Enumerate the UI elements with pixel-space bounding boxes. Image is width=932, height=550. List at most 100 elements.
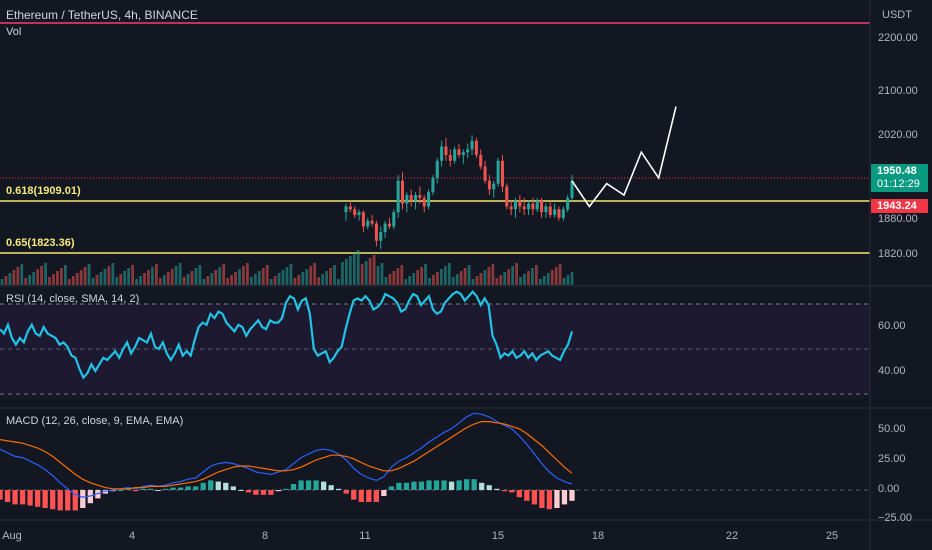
volume-bar — [24, 278, 28, 285]
volume-bar — [52, 274, 55, 285]
low-price-tag: 1943.24 — [871, 199, 928, 213]
volume-bar — [392, 271, 396, 285]
macd-histogram-bar — [546, 490, 553, 510]
volume-bar — [32, 272, 36, 285]
vol-label[interactable]: Vol — [6, 26, 22, 38]
candle-body — [570, 180, 574, 198]
time-tick: 18 — [591, 530, 605, 542]
volume-bar — [566, 275, 570, 285]
macd-histogram-bar — [245, 490, 252, 493]
candle-body — [396, 180, 400, 213]
volume-bar — [166, 272, 170, 285]
candle-body — [553, 209, 557, 216]
volume-bar — [404, 279, 408, 285]
candle-body — [535, 200, 539, 210]
candle-body — [392, 212, 396, 227]
time-tick: Aug — [2, 530, 22, 542]
volume-bar — [515, 263, 518, 285]
volume-bar — [416, 270, 420, 285]
volume-bar — [127, 268, 131, 285]
volume-bar — [368, 258, 372, 285]
macd-histogram-bar — [524, 490, 530, 501]
volume-bar — [408, 276, 412, 285]
price-tick: 2020.00 — [878, 129, 918, 141]
candle-body — [440, 146, 444, 161]
candle-body — [348, 206, 352, 210]
volume-bar — [103, 269, 107, 285]
symbol-title[interactable]: Ethereum / TetherUS, 4h, BINANCE — [6, 8, 198, 22]
macd-histogram-bar — [230, 486, 236, 490]
volume-bar — [234, 272, 237, 285]
volume-bar — [111, 263, 115, 285]
volume-bar — [198, 265, 202, 285]
volume-bar — [550, 270, 554, 285]
volume-bar — [491, 264, 495, 285]
macd-histogram-bar — [561, 490, 568, 505]
candle-body — [479, 155, 483, 167]
volume-bar — [538, 279, 542, 285]
volume-bar — [281, 270, 285, 285]
candle-body — [483, 166, 487, 181]
volume-bar — [253, 274, 257, 285]
volume-bar — [356, 250, 360, 285]
volume-bar — [28, 275, 32, 285]
candle-body — [544, 206, 548, 213]
volume-bar — [67, 279, 71, 285]
volume-bar — [396, 268, 400, 285]
candle-body — [557, 209, 561, 218]
volume-bar — [455, 274, 459, 285]
candle-body — [453, 149, 457, 161]
volume-bar — [352, 253, 356, 285]
candle-body — [353, 209, 357, 216]
volume-bar — [507, 269, 511, 285]
macd-histogram-bar — [433, 480, 440, 490]
macd-histogram-bar — [411, 481, 417, 490]
volume-bar — [542, 276, 546, 285]
current-price-value: 1950.48 — [877, 165, 917, 177]
volume-bar — [107, 266, 111, 285]
volume-bar — [206, 276, 210, 285]
macd-histogram-bar — [388, 486, 395, 490]
rsi-label[interactable]: RSI (14, close, SMA, 14, 2) — [6, 293, 140, 305]
volume-bar — [190, 271, 194, 285]
volume-bar — [372, 255, 376, 285]
macd-histogram-bar — [50, 490, 56, 510]
volume-bar — [546, 273, 550, 285]
volume-bar — [554, 267, 558, 285]
volume-bar — [436, 272, 439, 285]
volume-bar — [344, 259, 348, 285]
macd-histogram-bar — [403, 482, 410, 490]
time-tick: 15 — [491, 530, 505, 542]
candle-body — [387, 223, 391, 227]
macd-histogram-bar — [441, 480, 447, 490]
macd-histogram-bar — [185, 486, 191, 490]
macd-histogram-bar — [42, 490, 48, 508]
volume-bar — [222, 264, 226, 285]
macd-histogram-bar — [208, 480, 214, 490]
volume-bar — [8, 273, 12, 285]
volume-bar — [83, 267, 87, 285]
candle-body — [461, 152, 465, 156]
volume-bar — [257, 271, 261, 285]
volume-bar — [99, 272, 103, 285]
macd-histogram-bar — [471, 479, 477, 490]
volume-bar — [4, 276, 8, 285]
rsi-tick: 40.00 — [878, 365, 906, 377]
volume-bar — [534, 265, 538, 285]
macd-histogram-bar — [554, 490, 560, 508]
volume-bar — [151, 267, 154, 285]
candle-body — [527, 203, 531, 210]
volume-bar — [242, 266, 245, 285]
macd-histogram-bar — [463, 479, 470, 490]
macd-histogram-bar — [396, 482, 402, 490]
candle-body — [344, 206, 348, 213]
volume-bar — [158, 278, 162, 285]
macd-histogram-bar — [283, 488, 289, 490]
macd-histogram-bar — [140, 488, 146, 490]
signal-line — [0, 421, 573, 490]
macd-label[interactable]: MACD (12, 26, close, 9, EMA, EMA) — [6, 415, 184, 427]
time-tick: 4 — [128, 530, 136, 542]
volume-bar — [475, 276, 479, 285]
volume-bar — [170, 269, 174, 285]
